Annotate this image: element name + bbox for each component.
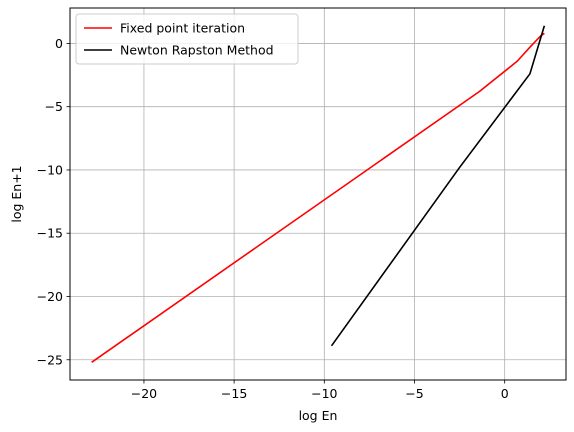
series-group [91,25,546,363]
legend: Fixed point iteration Newton Rapston Met… [75,13,299,65]
legend-label-newton: Newton Rapston Method [120,43,274,58]
x-tick-label: 0 [501,386,509,401]
series-line-1 [330,25,546,347]
x-tick-label: −10 [311,386,337,401]
y-tick-label: −20 [37,289,63,304]
y-axis-label: log En+1 [9,165,24,222]
x-tick-label: −15 [221,386,247,401]
x-axis-label: log En [299,408,338,423]
y-tick-label: −15 [37,226,63,241]
y-tick-label: −10 [37,162,63,177]
x-tick-label: −5 [405,386,423,401]
y-tick-label: −5 [45,99,63,114]
y-tick-label: 0 [55,36,63,51]
axis-ticks: −20 −15 −10 −5 0 −25 −20 −15 −10 −5 0 [37,36,509,401]
plot-frame [69,7,567,381]
y-tick-label: −25 [37,352,63,367]
legend-box [75,13,299,65]
x-tick-label: −20 [131,386,157,401]
legend-label-fixed-point: Fixed point iteration [120,21,245,36]
